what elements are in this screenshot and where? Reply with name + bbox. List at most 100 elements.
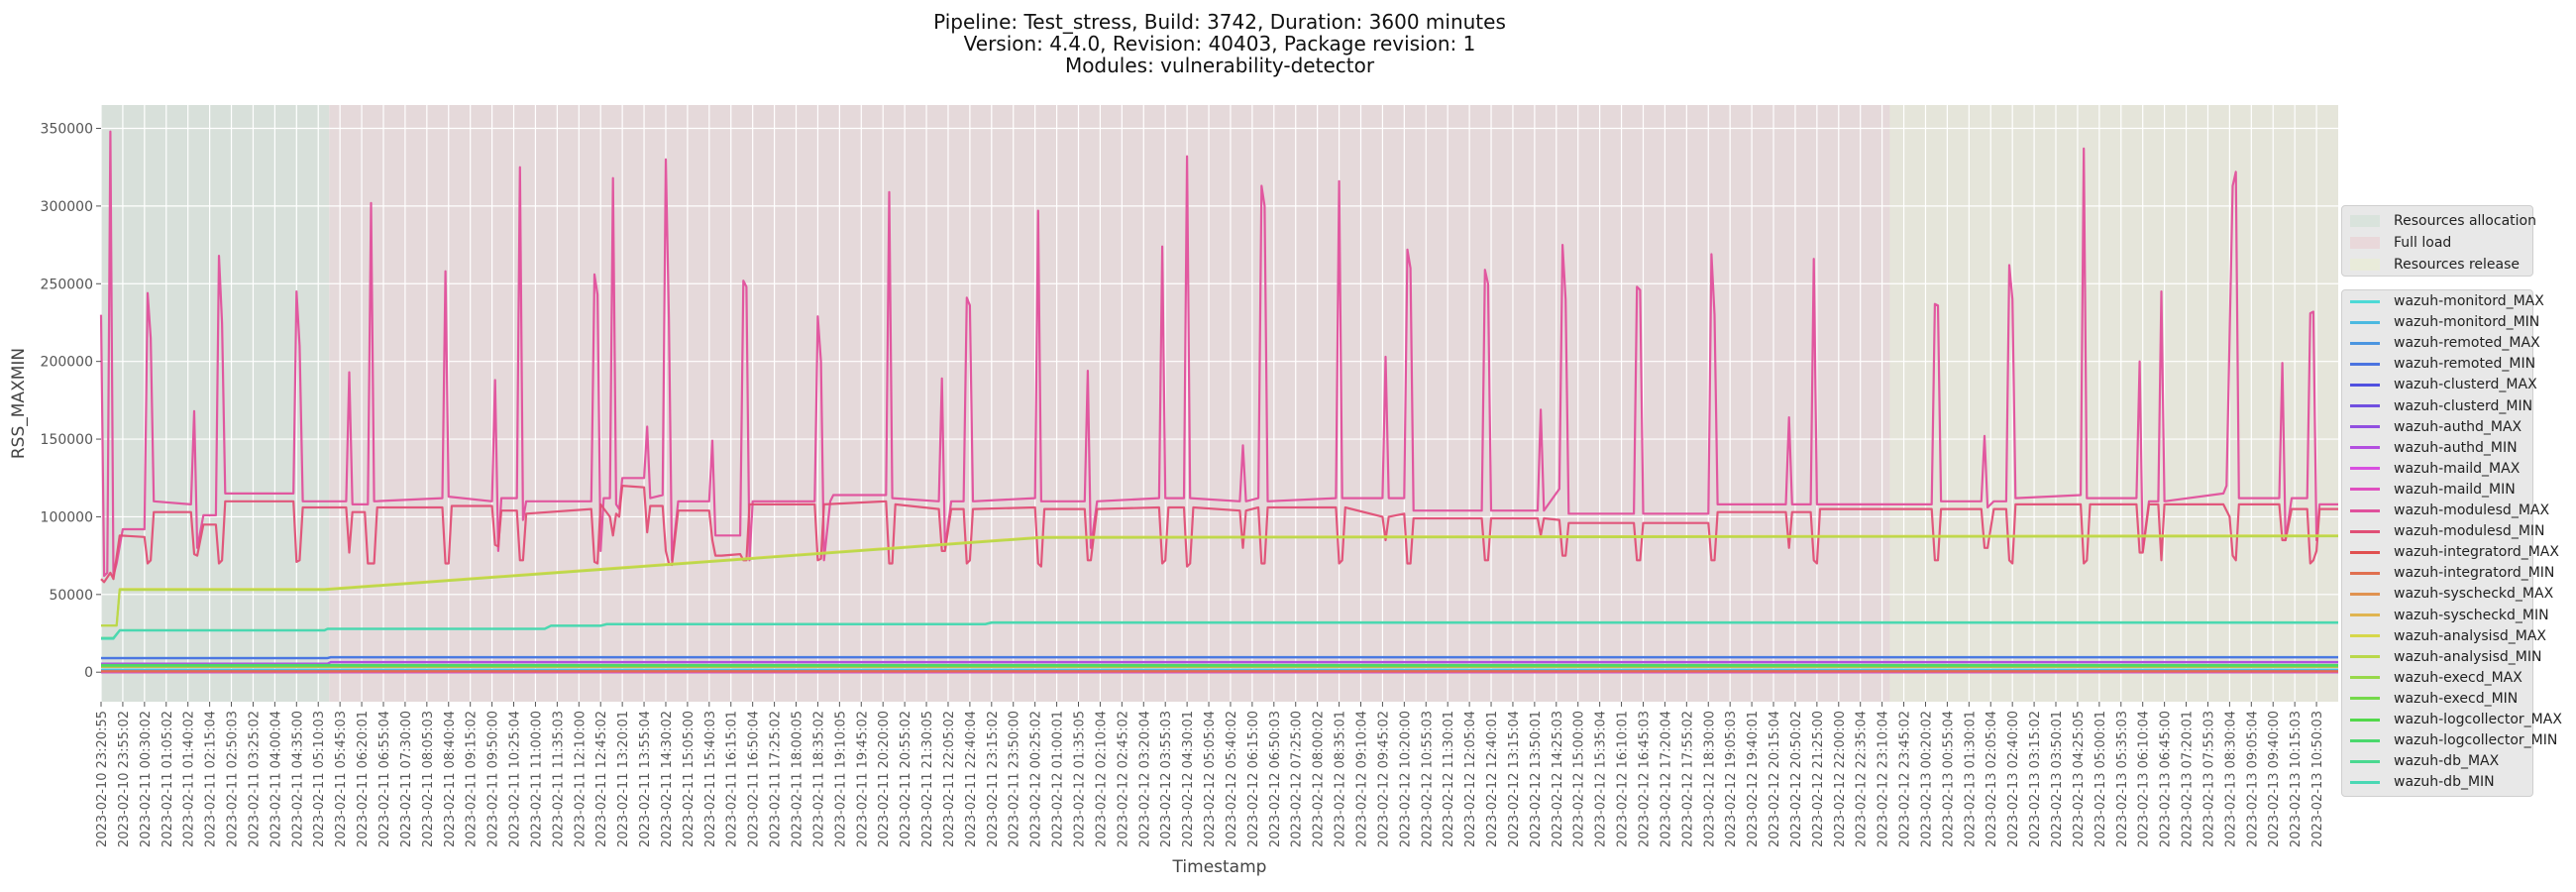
series-legend-item: wazuh-modulesd_MAX — [2342, 501, 2549, 520]
x-tick-label: 2023-02-11 12:10:00 — [573, 711, 588, 847]
series-legend-item: wazuh-analysisd_MIN — [2342, 647, 2541, 667]
series-legend-item: wazuh-logcollector_MIN — [2342, 730, 2557, 750]
series-legend-item: wazuh-maild_MIN — [2342, 480, 2516, 500]
x-tick-label: 2023-02-12 02:10:04 — [1094, 711, 1109, 847]
series-legend-label: wazuh-db_MIN — [2394, 774, 2495, 791]
series-legend-label: wazuh-remoted_MIN — [2394, 356, 2536, 373]
phase-band-resources-release — [1889, 105, 2338, 702]
x-tick-label: 2023-02-11 13:20:01 — [616, 711, 631, 847]
x-tick-label: 2023-02-12 23:45:02 — [1898, 711, 1913, 847]
series-legend-label: wazuh-modulesd_MAX — [2394, 502, 2550, 518]
series-lines — [99, 130, 2339, 674]
series-legend-item: wazuh-syscheckd_MIN — [2342, 606, 2549, 625]
series-legend-item: wazuh-modulesd_MIN — [2342, 521, 2545, 541]
x-tick-label: 2023-02-12 03:55:03 — [1159, 711, 1174, 847]
x-tick-label: 2023-02-12 02:45:02 — [1116, 711, 1130, 847]
x-tick-label: 2023-02-11 04:00:04 — [268, 711, 283, 847]
x-tick-label: 2023-02-12 11:30:01 — [1442, 711, 1456, 847]
series-line-wazuh-db_MIN — [101, 621, 2338, 640]
series-swatch — [2350, 738, 2380, 742]
phase-legend-item: Resources allocation — [2342, 211, 2536, 231]
series-swatch — [2350, 676, 2380, 680]
x-tick-label: 2023-02-11 15:40:03 — [703, 711, 718, 847]
x-tick-label: 2023-02-12 16:45:03 — [1637, 711, 1652, 847]
x-tick-label: 2023-02-11 08:40:04 — [443, 711, 458, 847]
x-tick-label: 2023-02-12 16:10:01 — [1616, 711, 1631, 847]
series-legend-label: wazuh-monitord_MAX — [2394, 293, 2544, 309]
series-legend: wazuh-monitord_MAX wazuh-monitord_MIN wazu… — [2341, 289, 2562, 797]
series-legend-item: wazuh-execd_MAX — [2342, 668, 2522, 688]
x-tick-label: 2023-02-11 05:10:03 — [312, 711, 327, 847]
x-tick-label: 2023-02-11 04:35:00 — [290, 711, 305, 847]
x-tick-label: 2023-02-11 06:55:04 — [377, 711, 392, 847]
series-line-wazuh-authd_MIN — [101, 661, 2338, 665]
x-tick-label: 2023-02-13 00:20:02 — [1919, 711, 1934, 847]
x-tick-label: 2023-02-11 19:10:05 — [833, 711, 848, 847]
x-axis-label: Timestamp — [1172, 857, 1267, 877]
y-tick-label: 150000 — [41, 432, 93, 448]
x-tick-label: 2023-02-12 20:15:04 — [1768, 711, 1782, 847]
x-tick-label: 2023-02-13 06:10:04 — [2137, 711, 2152, 847]
series-swatch — [2350, 780, 2380, 784]
x-tick-label: 2023-02-12 22:35:04 — [1855, 711, 1870, 847]
x-tick-label: 2023-02-12 00:25:02 — [1029, 711, 1044, 847]
x-tick-label: 2023-02-11 16:15:01 — [725, 711, 740, 847]
x-tick-label: 2023-02-11 01:40:02 — [182, 711, 197, 847]
series-legend-item: wazuh-remoted_MAX — [2342, 333, 2540, 353]
series-legend-item: wazuh-syscheckd_MAX — [2342, 584, 2553, 604]
x-tick-label: 2023-02-11 23:50:00 — [1008, 711, 1022, 847]
x-tick-label: 2023-02-13 03:15:02 — [2028, 711, 2043, 847]
series-legend-label: wazuh-integratord_MIN — [2394, 565, 2555, 582]
series-legend-label: wazuh-execd_MIN — [2394, 690, 2519, 707]
phase-legend-label: Resources release — [2394, 257, 2520, 273]
x-tick-label: 2023-02-13 10:50:03 — [2310, 711, 2325, 847]
phase-legend-item: Resources release — [2342, 255, 2520, 275]
x-tick-label: 2023-02-11 18:35:02 — [811, 711, 826, 847]
x-tick-label: 2023-02-11 22:40:04 — [964, 711, 979, 847]
series-swatch — [2350, 488, 2380, 492]
series-swatch — [2350, 592, 2380, 596]
x-tick-label: 2023-02-10 23:20:55 — [95, 711, 110, 847]
x-tick-label: 2023-02-12 13:50:01 — [1529, 711, 1544, 847]
series-legend-item: wazuh-clusterd_MIN — [2342, 396, 2532, 416]
x-tick-label: 2023-02-11 07:30:00 — [399, 711, 414, 847]
series-line-wazuh-modulesd_MAX — [99, 130, 2338, 578]
y-tick-label: 0 — [84, 665, 93, 681]
x-tick-label: 2023-02-13 09:40:00 — [2267, 711, 2282, 847]
x-tick-label: 2023-02-12 08:35:01 — [1334, 711, 1348, 847]
y-tick-label: 350000 — [41, 122, 93, 138]
chart-title-line-2: Version: 4.4.0, Revision: 40403, Package… — [963, 32, 1476, 56]
x-tick-label: 2023-02-12 15:35:04 — [1594, 711, 1609, 847]
x-tick-label: 2023-02-11 14:30:02 — [660, 711, 675, 847]
x-tick-label: 2023-02-11 00:30:02 — [139, 711, 154, 847]
series-legend-item: wazuh-authd_MAX — [2342, 417, 2522, 437]
x-tick-label: 2023-02-12 09:10:04 — [1354, 711, 1369, 847]
x-tick-label: 2023-02-12 17:55:02 — [1680, 711, 1695, 847]
series-legend-label: wazuh-authd_MIN — [2394, 439, 2518, 456]
series-legend-label: wazuh-analysisd_MAX — [2394, 627, 2546, 644]
x-tick-label: 2023-02-13 09:05:04 — [2245, 711, 2260, 847]
series-swatch — [2350, 446, 2380, 450]
series-swatch — [2350, 508, 2380, 512]
phase-legend-label: Full load — [2394, 235, 2452, 251]
series-legend-label: wazuh-clusterd_MAX — [2394, 377, 2537, 393]
series-legend-label: wazuh-logcollector_MIN — [2394, 732, 2558, 749]
x-tick-label: 2023-02-12 19:05:03 — [1724, 711, 1739, 847]
series-swatch — [2350, 613, 2380, 616]
x-tick-label: 2023-02-12 19:40:01 — [1746, 711, 1761, 847]
x-tick-label: 2023-02-11 09:50:00 — [486, 711, 501, 847]
x-tick-label: 2023-02-11 10:25:04 — [508, 711, 523, 847]
x-tick-label: 2023-02-11 08:05:03 — [421, 711, 436, 847]
series-legend-item: wazuh-integratord_MAX — [2342, 542, 2559, 562]
x-tick-label: 2023-02-12 22:00:00 — [1833, 711, 1848, 847]
series-legend-label: wazuh-syscheckd_MIN — [2394, 607, 2549, 623]
x-axis: 2023-02-10 23:20:55 2023-02-10 23:55:02 20… — [95, 702, 2325, 847]
x-tick-label: 2023-02-13 08:30:04 — [2223, 711, 2238, 847]
x-tick-label: 2023-02-12 08:00:02 — [1312, 711, 1327, 847]
x-tick-label: 2023-02-12 10:20:00 — [1398, 711, 1413, 847]
series-swatch — [2350, 655, 2380, 659]
x-tick-label: 2023-02-12 05:05:04 — [1203, 711, 1218, 847]
chart-title-line-1: Pipeline: Test_stress, Build: 3742, Dura… — [933, 10, 1506, 34]
x-tick-label: 2023-02-12 15:00:00 — [1572, 711, 1587, 847]
x-tick-label: 2023-02-12 21:25:00 — [1811, 711, 1826, 847]
